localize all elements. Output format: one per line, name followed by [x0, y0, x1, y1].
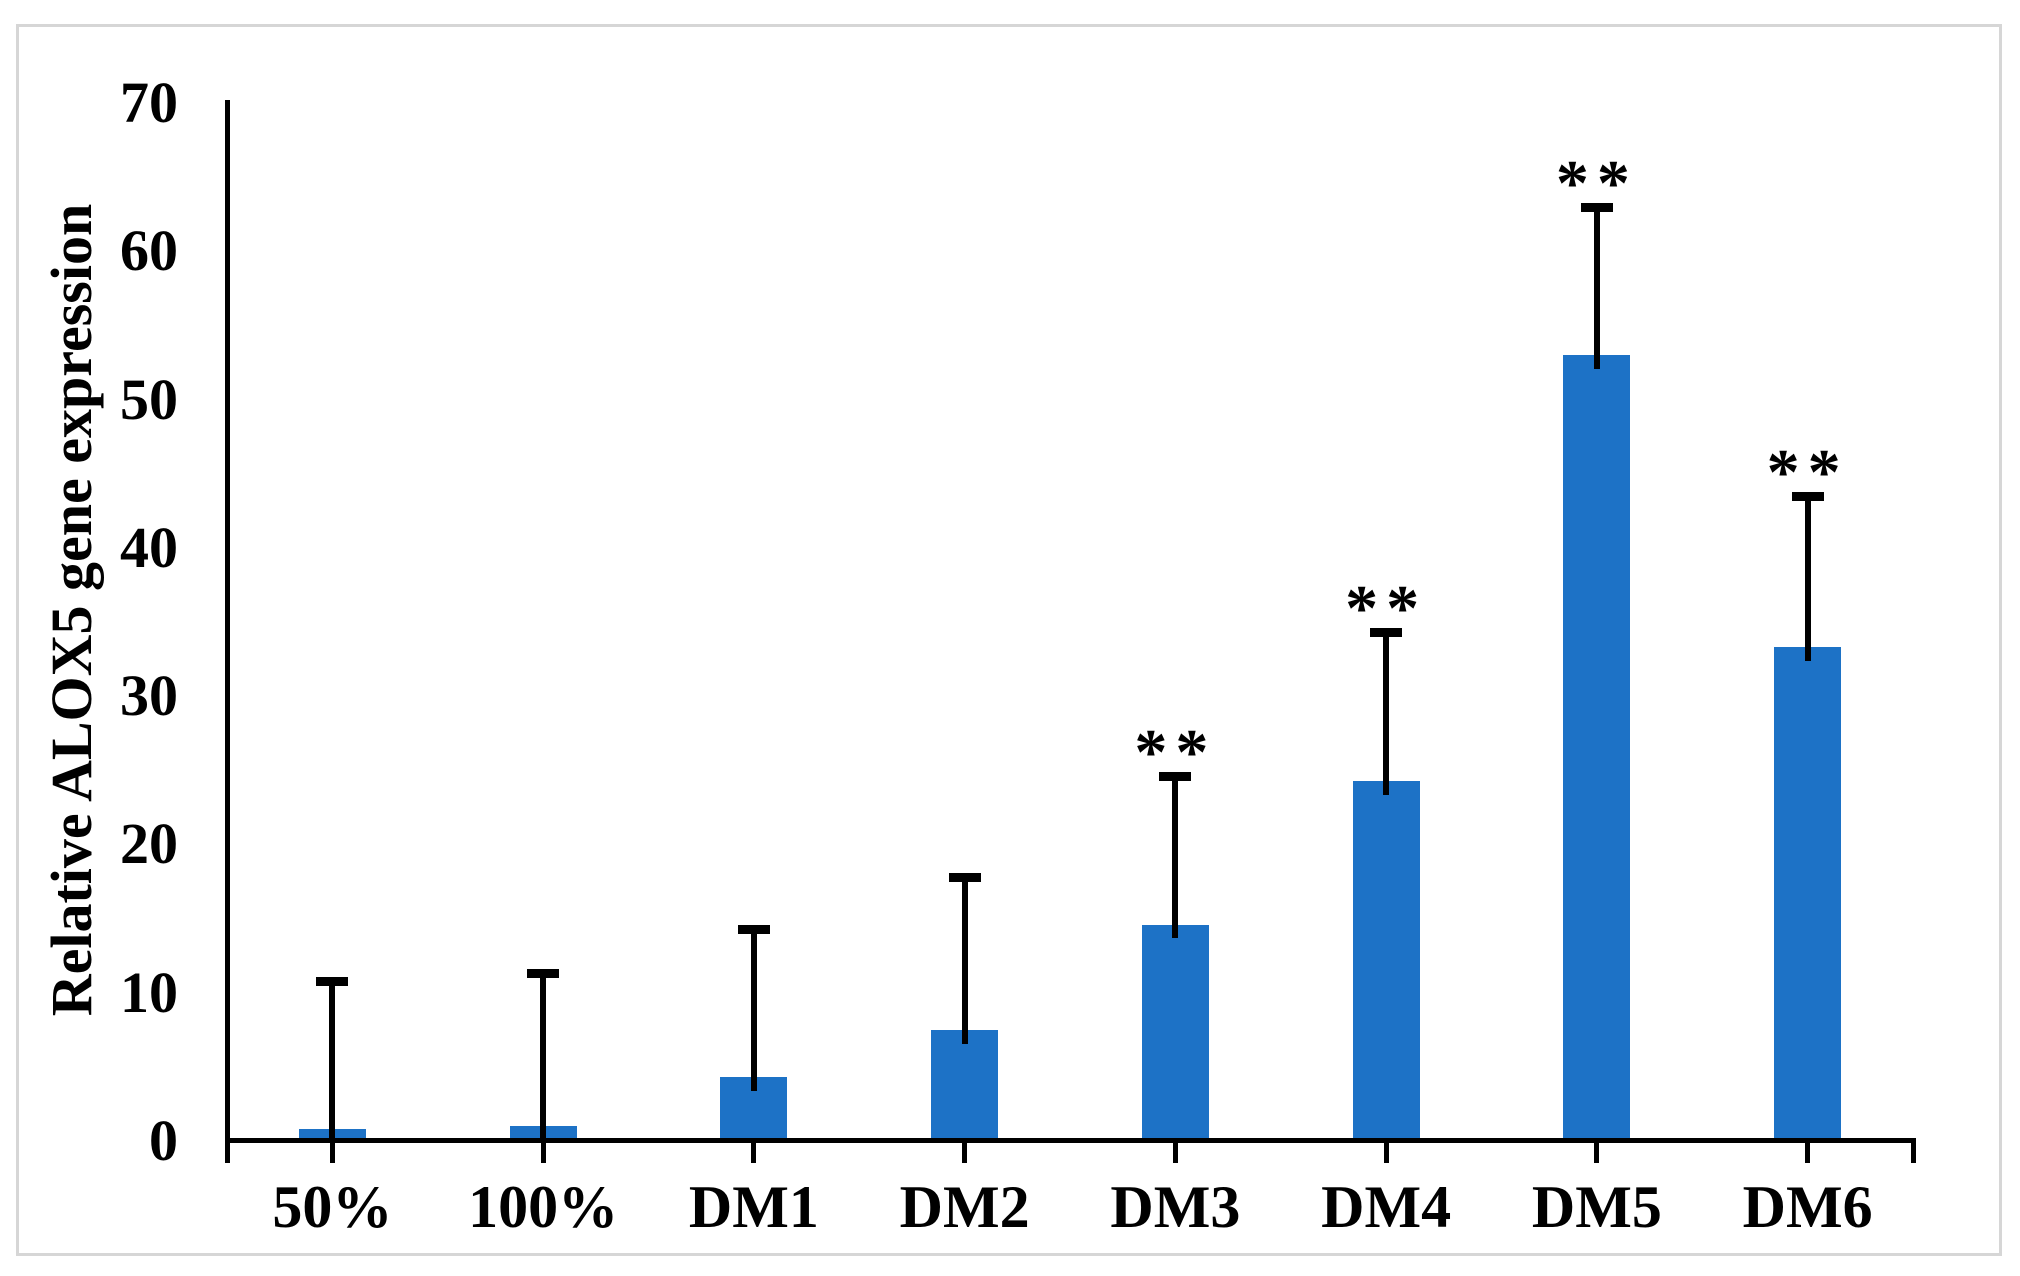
error-cap — [737, 924, 770, 934]
y-tick-label: 40 — [120, 514, 178, 580]
x-tick — [751, 1141, 757, 1163]
y-tick-label: 20 — [120, 811, 178, 877]
error-cap — [1791, 491, 1824, 501]
x-category-label: DM4 — [1321, 1174, 1452, 1240]
x-tick — [962, 1141, 968, 1163]
error-whisker — [1383, 632, 1390, 795]
y-tick-label: 60 — [120, 218, 178, 284]
x-axis-line — [225, 1138, 1916, 1143]
significance-marker: ** — [1134, 716, 1217, 790]
x-category-label: DM1 — [688, 1174, 819, 1240]
bar — [1563, 355, 1631, 1141]
bar — [1774, 647, 1842, 1141]
error-cap — [948, 873, 981, 883]
error-whisker — [329, 980, 336, 1144]
y-tick-label: 10 — [120, 959, 178, 1025]
error-whisker — [961, 877, 968, 1044]
y-tick-label: 50 — [120, 366, 178, 432]
bar — [931, 1029, 999, 1141]
y-tick-label: 70 — [120, 70, 178, 135]
error-cap — [1580, 202, 1613, 212]
x-category-label: DM3 — [1110, 1174, 1241, 1240]
error-whisker — [750, 928, 757, 1092]
error-whisker — [540, 973, 547, 1141]
y-axis-line — [225, 100, 230, 1147]
x-category-label: 50% — [272, 1174, 393, 1240]
x-category-label: DM2 — [899, 1174, 1030, 1240]
x-axis-end-tick-right — [1911, 1141, 1916, 1163]
error-cap — [527, 969, 560, 979]
error-cap — [1159, 772, 1192, 782]
error-cap — [1370, 628, 1403, 638]
error-whisker — [1593, 206, 1600, 370]
x-tick — [540, 1141, 546, 1163]
error-whisker — [1804, 495, 1811, 662]
error-cap — [316, 976, 349, 986]
x-tick — [1383, 1141, 1389, 1163]
x-tick — [329, 1141, 335, 1163]
y-tick-label: 30 — [120, 663, 178, 729]
significance-marker: ** — [1766, 435, 1849, 509]
x-axis-end-tick-left — [225, 1141, 230, 1163]
error-whisker — [1172, 776, 1179, 939]
x-category-label: DM6 — [1742, 1174, 1873, 1240]
x-tick — [1805, 1141, 1811, 1163]
x-tick — [1594, 1141, 1600, 1163]
x-tick — [1172, 1141, 1178, 1163]
bar — [1141, 924, 1209, 1141]
significance-marker: ** — [1345, 572, 1428, 646]
significance-marker: ** — [1555, 146, 1638, 220]
y-tick-label: 0 — [149, 1108, 178, 1173]
bar — [1352, 780, 1420, 1141]
x-category-label: DM5 — [1531, 1174, 1662, 1240]
x-category-label: 100% — [468, 1174, 619, 1240]
figure-frame — [16, 24, 2002, 1256]
